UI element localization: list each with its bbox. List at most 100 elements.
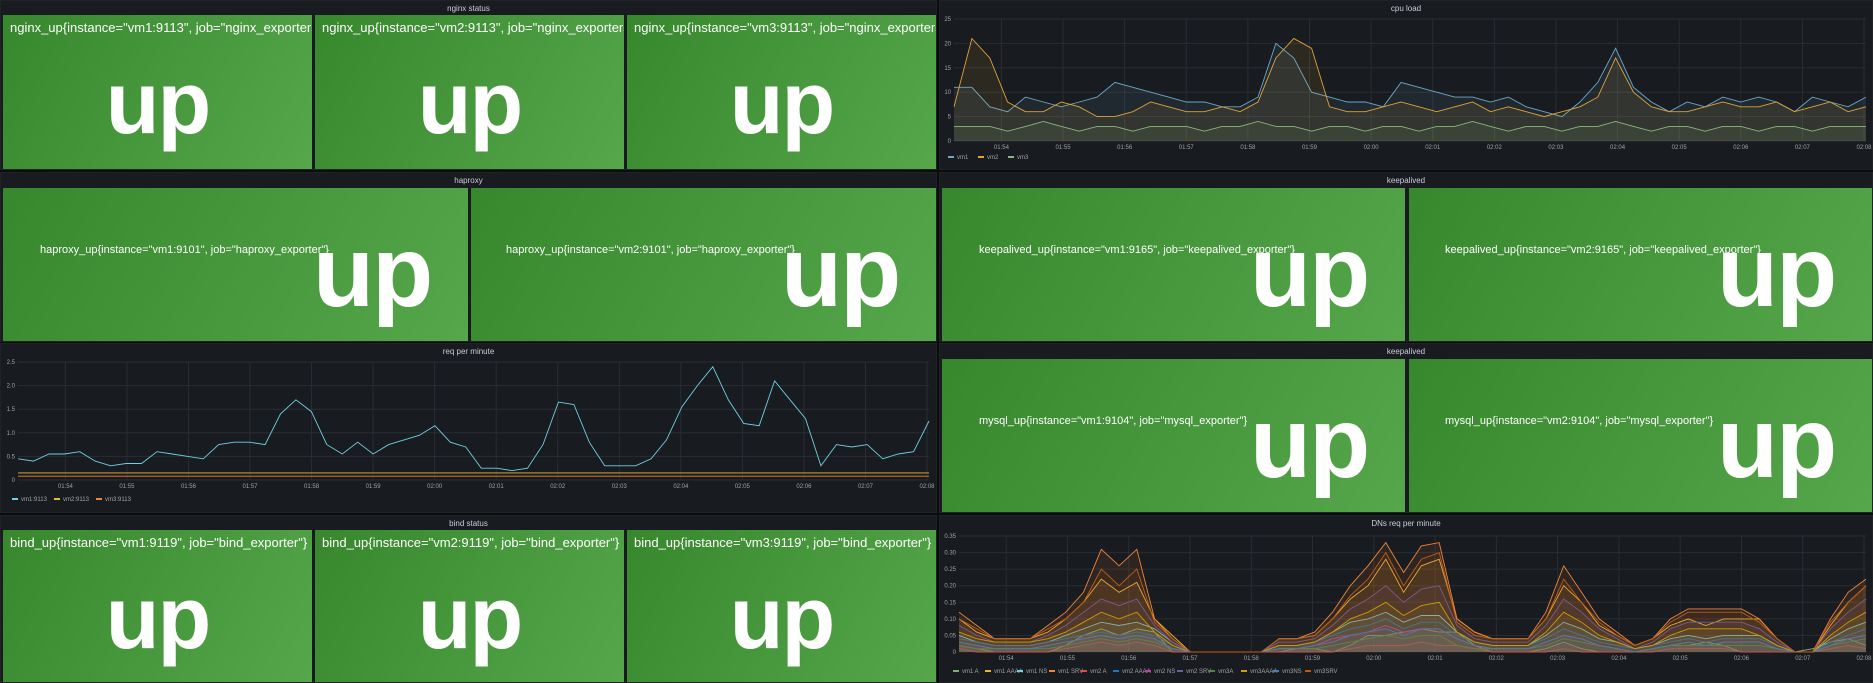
stat-label: nginx_up{instance="vm2:9113", job="nginx…	[322, 20, 624, 35]
stat-bind-vm3[interactable]: bind_up{instance="vm3:9119", job="bind_e…	[627, 530, 936, 682]
stat-label: bind_up{instance="vm1:9119", job="bind_e…	[10, 535, 308, 550]
legend-label: vm1 A	[962, 669, 979, 675]
x-tick-label: 01:54	[994, 145, 1010, 151]
y-tick-label: 20	[944, 41, 951, 47]
series-line	[958, 551, 1867, 653]
series-area	[954, 38, 1866, 141]
y-tick-label: 0	[948, 139, 952, 145]
stat-label: nginx_up{instance="vm3:9113", job="nginx…	[634, 20, 936, 35]
stat-label: mysql_up{instance="vm1:9104", job="mysql…	[979, 415, 1248, 427]
x-tick-label: 01:55	[1056, 145, 1072, 151]
keepalived-panel: keepalived keepalived_up{instance="vm1:9…	[939, 172, 1873, 342]
stat-mysql-vm1[interactable]: mysql_up{instance="vm1:9104", job="mysql…	[942, 359, 1405, 512]
x-tick-label: 02:03	[612, 484, 628, 490]
stat-label: keepalived_up{instance="vm2:9165", job="…	[1445, 244, 1761, 256]
stat-label: haproxy_up{instance="vm2:9101", job="hap…	[506, 244, 795, 256]
stat-value: up	[729, 568, 836, 667]
series-line	[958, 611, 1867, 653]
x-tick-label: 02:06	[1734, 656, 1750, 662]
series-line	[953, 37, 1867, 118]
x-tick-label: 02:05	[1672, 145, 1688, 151]
legend-label: vm1	[957, 155, 969, 161]
x-tick-label: 01:56	[181, 484, 197, 490]
legend-label: vm3AAAA	[1250, 669, 1277, 675]
legend-label: vm2 SRV	[1186, 669, 1211, 675]
panel-title[interactable]: cpu load	[1390, 4, 1422, 13]
legend-label: vm1 AAAA	[994, 669, 1023, 675]
x-tick-label: 02:04	[1611, 656, 1627, 662]
stat-keepalived-vm1[interactable]: keepalived_up{instance="vm1:9165", job="…	[942, 188, 1405, 341]
stat-bind-vm2[interactable]: bind_up{instance="vm2:9119", job="bind_e…	[315, 530, 624, 682]
panel-title[interactable]: DNs req per minute	[1371, 519, 1441, 528]
y-tick-label: 1.0	[7, 431, 16, 437]
stat-mysql-vm2[interactable]: mysql_up{instance="vm2:9104", job="mysql…	[1409, 359, 1872, 512]
y-tick-label: 15	[944, 66, 951, 72]
y-tick-label: 25	[944, 17, 951, 23]
legend-label: vm2 AAAA	[1122, 669, 1151, 675]
stat-nginx-vm1[interactable]: nginx_up{instance="vm1:9113", job="nginx…	[3, 15, 312, 169]
x-tick-label: 02:07	[858, 484, 874, 490]
panel-title[interactable]: keepalived	[1386, 176, 1426, 185]
req-per-minute-chart[interactable]: 0 0.5 1.0 1.5 2.0 2.5 01:54 01:55 01:56 01:57 01:5…	[1, 344, 937, 513]
stat-nginx-vm3[interactable]: nginx_up{instance="vm3:9113", job="nginx…	[627, 15, 936, 169]
stat-label: keepalived_up{instance="vm1:9165", job="…	[979, 244, 1295, 256]
series-line	[958, 585, 1867, 653]
x-tick-label: 02:00	[1366, 656, 1382, 662]
mysql-panel: keepalived mysql_up{instance="vm1:9104",…	[939, 343, 1873, 513]
series-area	[954, 43, 1866, 141]
x-tick-label: 01:58	[304, 484, 320, 490]
series-line	[958, 628, 1867, 653]
x-tick-label: 02:02	[1487, 145, 1503, 151]
stat-value: up	[105, 53, 212, 152]
cpu-load-chart[interactable]: 0 5 10 15 20 25 01:54 01:55 01:56 01:57 01:58 01:59…	[940, 1, 1873, 170]
stat-nginx-vm2[interactable]: nginx_up{instance="vm2:9113", job="nginx…	[315, 15, 624, 169]
stat-haproxy-vm2[interactable]: haproxy_up{instance="vm2:9101", job="hap…	[471, 188, 936, 341]
x-tick-label: 01:56	[1121, 656, 1137, 662]
x-tick-label: 01:59	[366, 484, 382, 490]
y-tick-label: 0.10	[944, 617, 956, 623]
stat-bind-vm1[interactable]: bind_up{instance="vm1:9119", job="bind_e…	[3, 530, 312, 682]
x-tick-label: 02:06	[796, 484, 812, 490]
y-tick-label: 0.25	[944, 567, 956, 573]
series-area	[954, 121, 1866, 141]
x-tick-label: 02:08	[919, 484, 935, 490]
stat-value: up	[1250, 387, 1370, 499]
y-tick-label: 10	[944, 90, 951, 96]
stat-label: bind_up{instance="vm3:9119", job="bind_e…	[634, 535, 932, 550]
y-tick-label: 0	[12, 478, 16, 484]
x-tick-label: 01:58	[1240, 145, 1256, 151]
panel-title[interactable]: haproxy	[454, 176, 483, 185]
x-tick-label: 02:01	[1428, 656, 1444, 662]
x-tick-label: 01:55	[1060, 656, 1076, 662]
stat-value: up	[729, 53, 836, 152]
stat-label: haproxy_up{instance="vm1:9101", job="hap…	[40, 244, 329, 256]
x-tick-label: 01:59	[1305, 656, 1321, 662]
req-per-minute-panel: req per minute 0 0.5 1.0 1.5 2.0 2.5 01:54 01:5…	[0, 343, 937, 513]
x-tick-label: 02:01	[1425, 145, 1441, 151]
dns-req-chart[interactable]: 0 0.05 0.10 0.15 0.20 0.25 0.30 0.35 01:54 01:55 0…	[940, 516, 1873, 683]
stat-value: up	[781, 216, 901, 328]
x-tick-label: 02:01	[489, 484, 505, 490]
x-tick-label: 02:03	[1550, 656, 1566, 662]
stat-keepalived-vm2[interactable]: keepalived_up{instance="vm2:9165", job="…	[1409, 188, 1872, 341]
x-tick-label: 02:02	[550, 484, 566, 490]
x-tick-label: 01:54	[58, 484, 74, 490]
panel-title[interactable]: bind status	[449, 519, 488, 528]
x-tick-label: 01:58	[1244, 656, 1260, 662]
bind-status-panel: bind status bind_up{instance="vm1:9119",…	[0, 515, 937, 683]
panel-title[interactable]: keepalived	[1386, 347, 1426, 356]
x-tick-label: 02:05	[1673, 656, 1689, 662]
y-tick-label: 0.15	[944, 600, 956, 606]
stat-value: up	[417, 53, 524, 152]
series-area	[959, 585, 1866, 652]
series-line	[958, 541, 1867, 653]
panel-title[interactable]: req per minute	[442, 347, 495, 356]
stat-value: up	[417, 568, 524, 667]
legend-label: vm2:9113	[63, 497, 90, 503]
stat-value: up	[1717, 216, 1837, 328]
panel-title[interactable]: nginx status	[447, 4, 490, 13]
series-line	[958, 641, 1867, 653]
x-tick-label: 02:08	[1856, 145, 1872, 151]
stat-value: up	[1717, 387, 1837, 499]
stat-haproxy-vm1[interactable]: haproxy_up{instance="vm1:9101", job="hap…	[3, 188, 468, 341]
